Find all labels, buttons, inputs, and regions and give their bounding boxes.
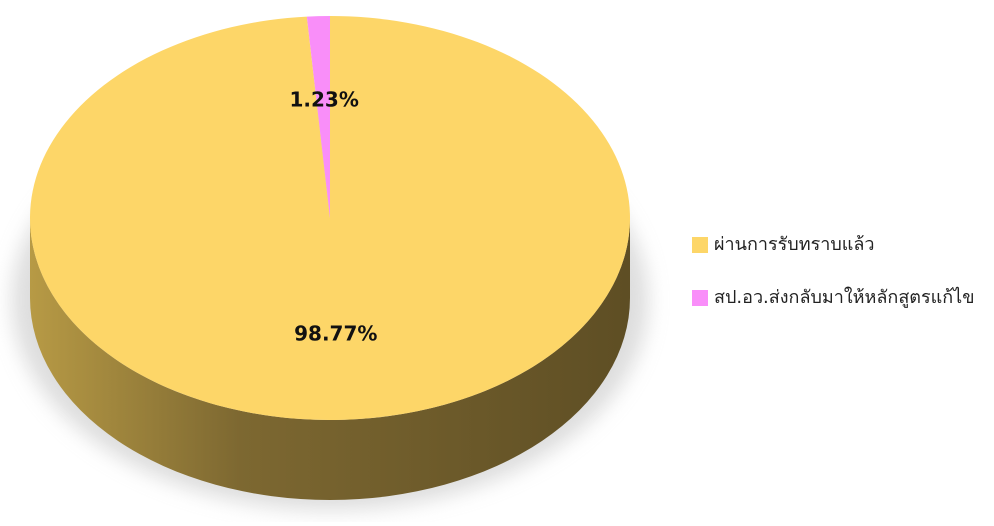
data-label: 1.23% (290, 87, 359, 111)
legend-swatch (692, 290, 708, 306)
legend-label: สป.อว.ส่งกลับมาให้หลักสูตรแก้ไข (714, 286, 975, 308)
pie-side (30, 218, 630, 500)
pie-slice (29, 16, 630, 421)
legend-swatch (692, 237, 708, 253)
data-label: 98.77% (294, 322, 377, 346)
pie-slice (306, 16, 330, 218)
legend-label: ผ่านการรับทราบแล้ว (714, 234, 875, 255)
